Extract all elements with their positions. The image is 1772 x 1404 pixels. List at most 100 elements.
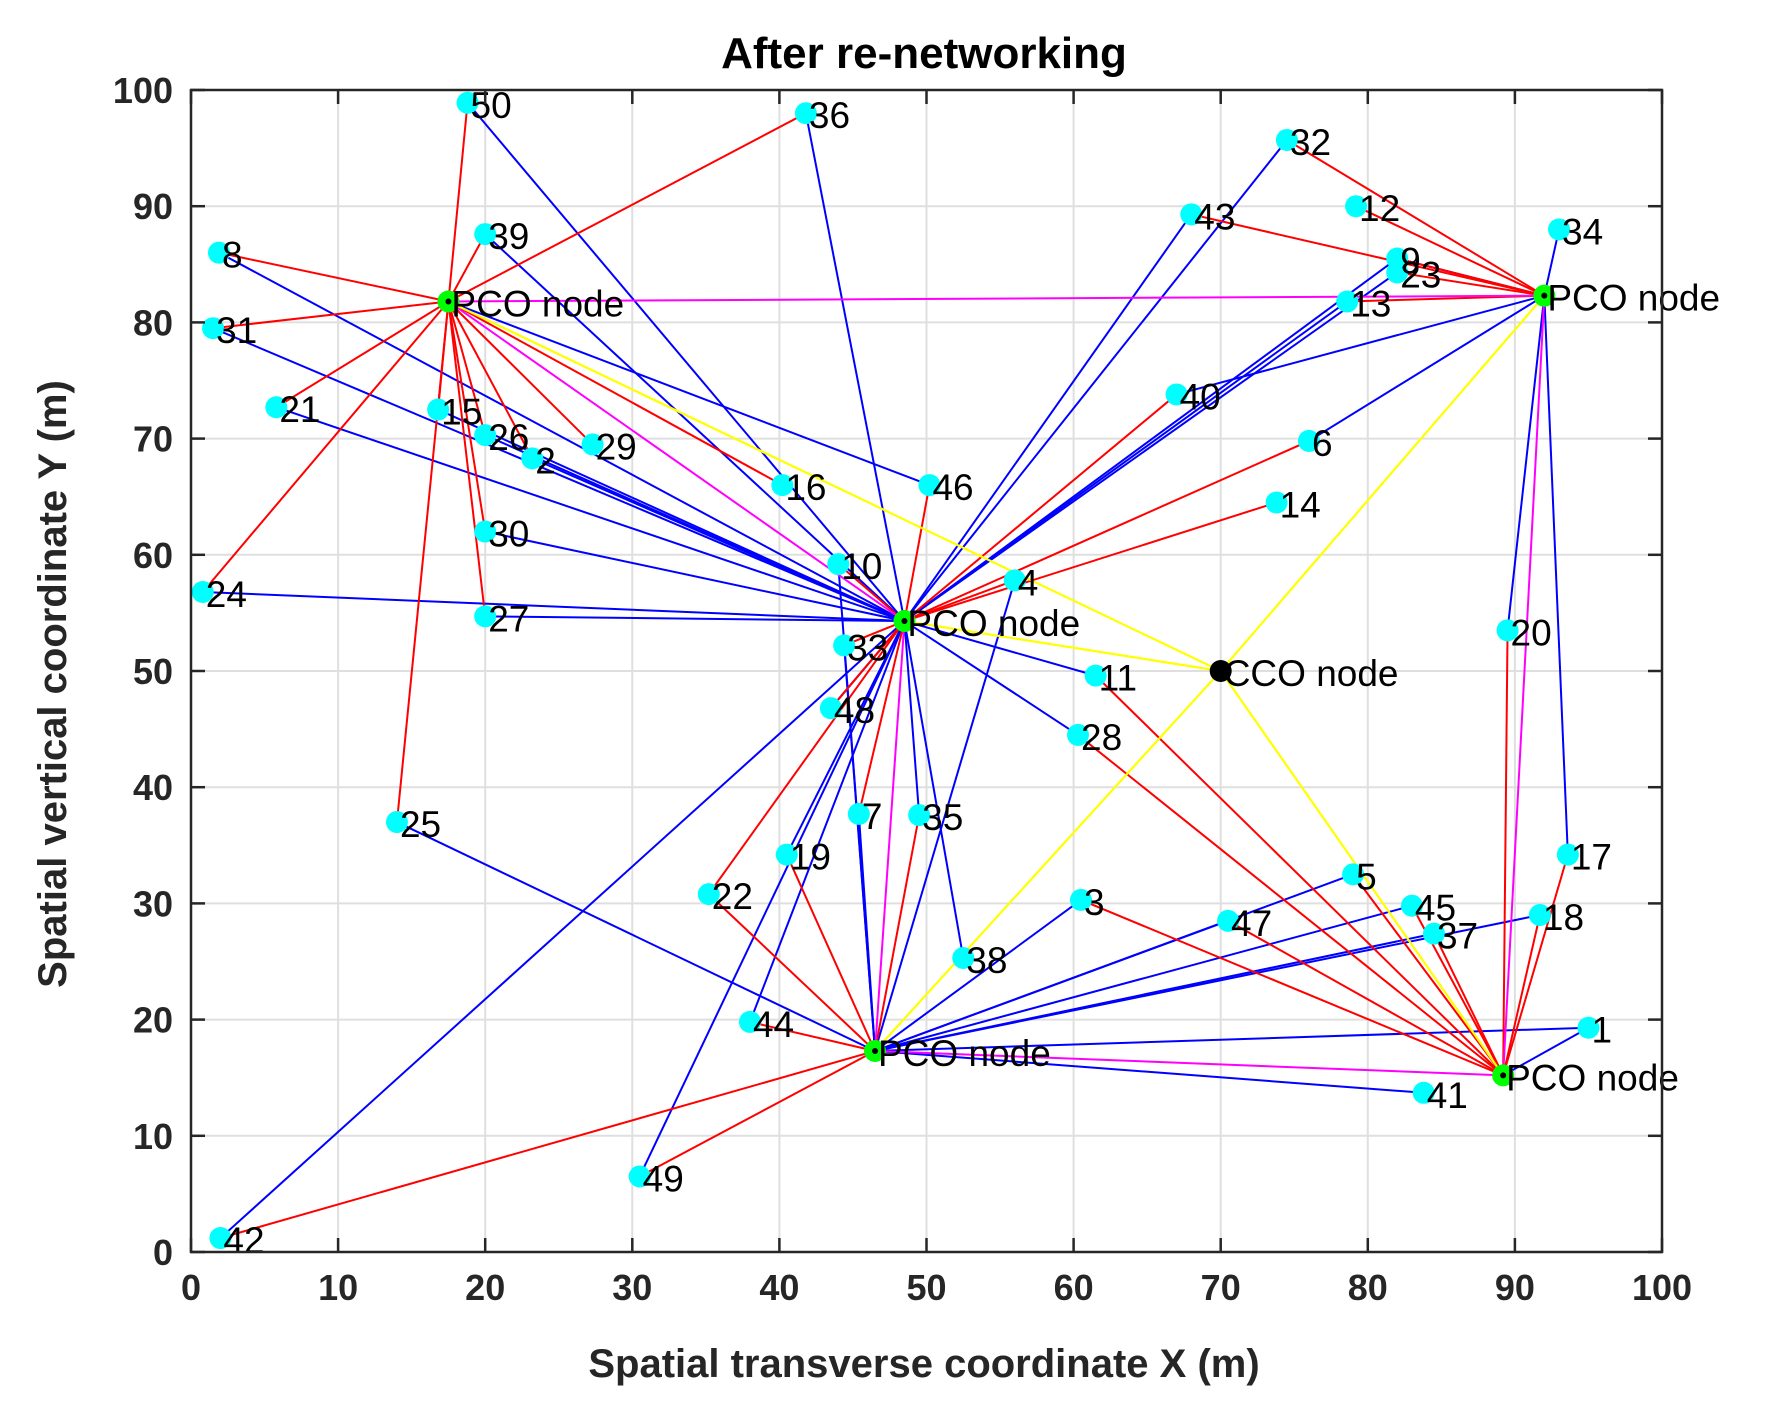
axes-box (189, 88, 1664, 1254)
blue-link (1543, 229, 1561, 296)
red-link (220, 1050, 876, 1240)
y-tick-label: 80 (133, 302, 173, 343)
blue-link (749, 620, 906, 1023)
red-link (1080, 898, 1504, 1077)
blue-link (437, 408, 905, 622)
red-link (212, 300, 449, 330)
y-tick-label: 50 (133, 651, 173, 692)
yellow-link (447, 300, 1222, 672)
node-label: 21 (279, 389, 320, 430)
node-marker (202, 317, 225, 340)
pco-node-label: PCO node (451, 283, 624, 324)
y-tick-label: 90 (133, 186, 173, 227)
red-link (447, 300, 783, 486)
node-label: 49 (643, 1158, 684, 1199)
node-label: 1 (1591, 1010, 1612, 1051)
node-marker (474, 520, 497, 543)
x-tick-label: 30 (612, 1267, 652, 1308)
pco-node-center (1541, 292, 1548, 299)
blue-link (212, 327, 905, 622)
node-marker (1345, 195, 1368, 218)
red-link (1502, 854, 1569, 1076)
pco-node-label: PCO node (1506, 1057, 1679, 1098)
blue-link (1502, 1026, 1589, 1077)
node-markers (191, 91, 1600, 1250)
magenta-link (448, 294, 1545, 303)
node-marker (474, 424, 497, 447)
blue-link (484, 530, 905, 623)
blue-link (874, 919, 1229, 1052)
x-tick-label: 0 (181, 1267, 201, 1308)
red-link (447, 300, 594, 446)
node-label: 27 (488, 598, 529, 639)
yellow-link (1219, 294, 1546, 672)
node-marker (918, 474, 941, 497)
red-link (1433, 933, 1505, 1076)
node-label: 2 (535, 440, 556, 481)
node-marker (1577, 1016, 1600, 1039)
node-label: 14 (1280, 485, 1321, 526)
x-tick-label: 50 (906, 1267, 946, 1308)
blue-link (903, 300, 1348, 622)
red-link (1355, 205, 1545, 297)
red-link (447, 112, 807, 303)
node-label: 16 (785, 467, 826, 508)
blue-link (1176, 294, 1545, 396)
magenta-link (874, 620, 906, 1052)
node-marker (427, 398, 450, 421)
blue-link (843, 645, 877, 1052)
pco-node-label: PCO node (907, 603, 1080, 644)
node-marker (1069, 888, 1092, 911)
x-tick-label: 80 (1348, 1267, 1388, 1308)
node-label: 19 (790, 837, 831, 878)
blue-link (202, 590, 905, 623)
node-marker (1422, 922, 1445, 945)
node-label: 13 (1350, 283, 1391, 324)
node-marker (1067, 723, 1090, 746)
y-tick-label: 100 (113, 70, 173, 111)
blue-link (1308, 294, 1545, 442)
node-label: 46 (932, 467, 973, 508)
node-label: 4 (1018, 562, 1039, 603)
node-label: 11 (1099, 658, 1137, 699)
cco-node-marker (1209, 660, 1232, 682)
y-tick-label: 40 (133, 767, 173, 808)
node-marker (833, 634, 856, 657)
node-marker (908, 804, 931, 827)
node-marker (581, 433, 604, 456)
blue-link (903, 139, 1288, 622)
node-label: 25 (400, 804, 441, 845)
node-label: 30 (488, 514, 529, 555)
blue-link (396, 821, 876, 1052)
red-link (447, 233, 487, 302)
node-marker (819, 697, 842, 720)
blue-link (485, 615, 905, 623)
node-marker (474, 223, 497, 246)
node-marker (628, 1165, 651, 1188)
node-marker (1400, 894, 1423, 917)
node-label: 39 (488, 216, 529, 257)
node-label: 41 (1427, 1075, 1468, 1116)
blue-link (903, 213, 1193, 622)
red-link (1191, 213, 1545, 297)
node-label: 48 (834, 690, 875, 731)
red-link (1502, 914, 1541, 1076)
red-link (218, 251, 449, 303)
red-link (1352, 873, 1504, 1076)
node-label: 23 (1400, 254, 1441, 295)
blue-link (219, 620, 906, 1239)
red-link (708, 893, 876, 1052)
x-axis-label: Spatial transverse coordinate X (m) (588, 1342, 1259, 1386)
node-marker (1003, 569, 1026, 592)
pco-node-center (1500, 1072, 1507, 1079)
red-link (639, 1050, 876, 1178)
node-label: 47 (1231, 903, 1272, 944)
node-marker (738, 1010, 761, 1033)
red-link (437, 301, 450, 410)
x-tick-label: 10 (318, 1267, 358, 1308)
blue-link (874, 1049, 1424, 1094)
node-marker (1412, 1081, 1435, 1104)
red-link (785, 854, 876, 1052)
blue-link (874, 899, 1082, 1052)
